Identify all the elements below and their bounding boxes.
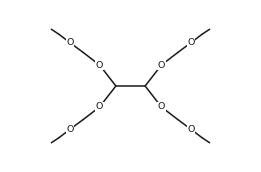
Text: O: O	[187, 125, 195, 134]
Text: O: O	[158, 103, 165, 111]
Text: O: O	[66, 38, 74, 47]
Text: O: O	[187, 38, 195, 47]
Text: O: O	[66, 125, 74, 134]
Text: O: O	[158, 61, 165, 69]
Text: O: O	[96, 103, 103, 111]
Text: O: O	[96, 61, 103, 69]
